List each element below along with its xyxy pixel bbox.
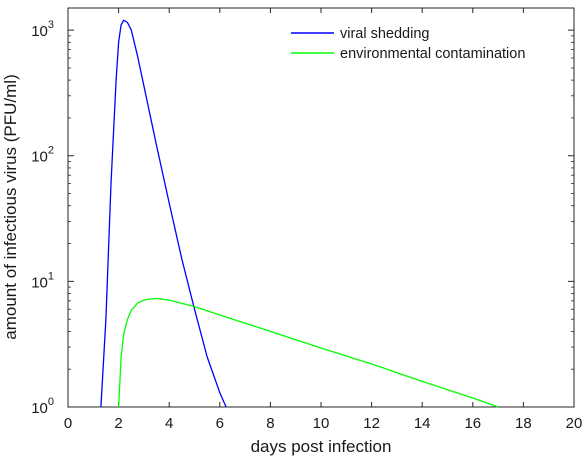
series-lines [100, 19, 499, 408]
y-tick-base: 10 [31, 23, 48, 40]
y-tick-base: 10 [31, 149, 48, 166]
y-tick-base: 10 [31, 274, 48, 291]
y-tick-label: 103 [31, 19, 54, 40]
y-tick-exponent: 2 [48, 145, 54, 157]
y-tick-label: 101 [31, 270, 54, 291]
x-tick-label: 20 [566, 415, 583, 432]
x-tick-label: 16 [464, 415, 481, 432]
x-tick-label: 4 [165, 415, 173, 432]
x-tick-label: 10 [313, 415, 330, 432]
y-tick-label: 102 [31, 145, 54, 166]
x-axis-title: days post infection [251, 437, 392, 456]
y-tick-label: 100 [31, 396, 54, 417]
x-tick-label: 0 [64, 415, 72, 432]
y-tick-base: 10 [31, 400, 48, 417]
x-tick-label: 12 [363, 415, 380, 432]
x-tick-label: 18 [515, 415, 532, 432]
series-line-2 [117, 297, 499, 408]
y-tick-exponent: 1 [48, 270, 54, 282]
plot-area [67, 7, 575, 408]
x-tick-label: 8 [266, 415, 274, 432]
legend-label: viral shedding [340, 26, 429, 42]
series-line-1 [100, 19, 227, 408]
legend-label: environmental contamination [340, 46, 525, 62]
y-tick-exponent: 3 [48, 19, 54, 31]
y-axis-title: amount of infectious virus (PFU/ml) [1, 74, 20, 339]
y-tick-exponent: 0 [48, 396, 54, 408]
x-tick-label: 6 [216, 415, 224, 432]
x-tick-label: 2 [114, 415, 122, 432]
legend: viral shedding environmental contaminatio… [291, 26, 525, 62]
x-tick-label: 14 [414, 415, 431, 432]
